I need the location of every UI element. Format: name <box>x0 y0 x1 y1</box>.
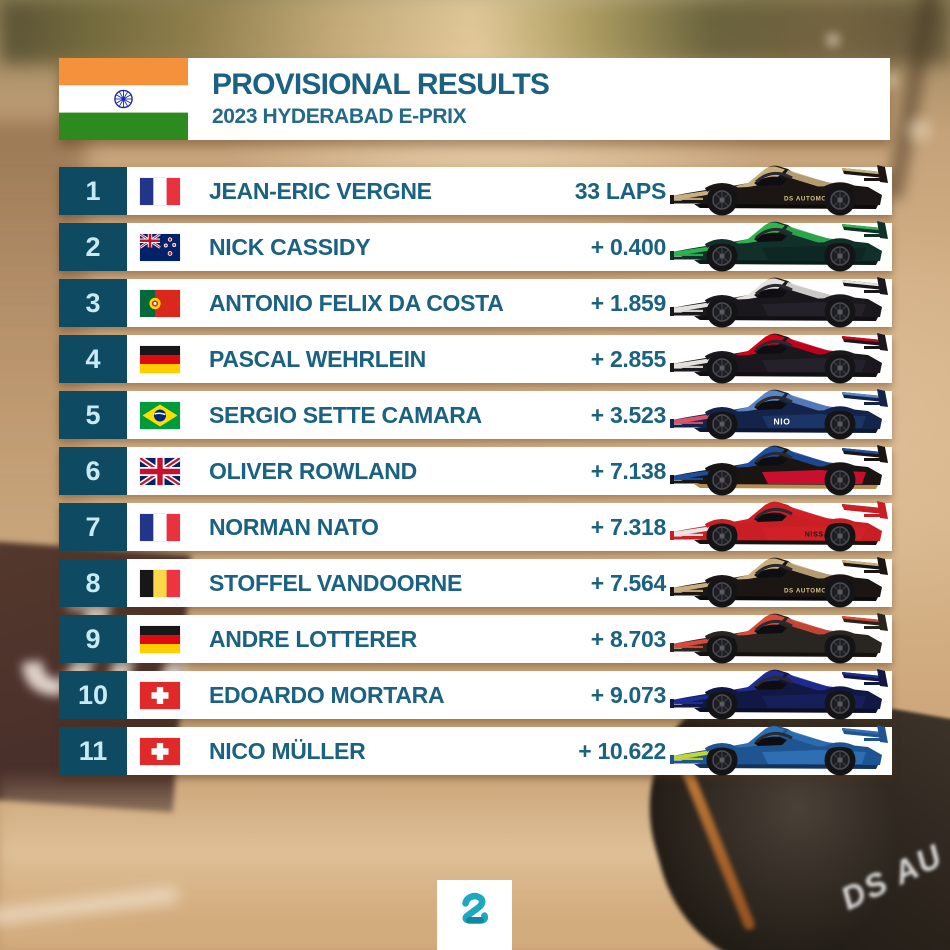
position-number: 7 <box>59 503 127 551</box>
svg-text:NISSAN: NISSAN <box>805 530 836 539</box>
position-number: 9 <box>59 615 127 663</box>
result-row: 2 NICK CASSIDY + 0.400 <box>59 221 892 272</box>
result-row: 3 ANTONIO FELIX DA COSTA + 1.859 <box>59 277 892 328</box>
driver-name: NORMAN NATO <box>209 513 379 540</box>
driver-name: SERGIO SETTE CAMARA <box>209 401 482 428</box>
portugal-flag-icon <box>140 289 180 317</box>
gap-time: + 1.859 <box>590 289 667 316</box>
position-number: 3 <box>59 279 127 327</box>
results-list: 1 JEAN-ERIC VERGNE 33 LAPS DS AUTOMOBILES 2 N… <box>59 165 892 783</box>
switzerland-flag-icon <box>140 737 180 765</box>
position-number: 6 <box>59 447 127 495</box>
driver-name: OLIVER ROWLAND <box>209 457 417 484</box>
gap-time: + 7.318 <box>590 513 667 540</box>
driver-name: ANTONIO FELIX DA COSTA <box>209 289 504 316</box>
formula-e-logo-icon <box>456 892 494 926</box>
race-car-illustration <box>670 439 890 497</box>
result-row: 8 STOFFEL VANDOORNE + 7.564 DS AUTOMOBILES <box>59 557 892 608</box>
result-bar: NICO MÜLLER + 10.622 <box>127 725 892 776</box>
position-number: 2 <box>59 223 127 271</box>
gap-time: + 9.073 <box>590 681 667 708</box>
result-bar: PASCAL WEHRLEIN + 2.855 <box>127 333 892 384</box>
result-row: 11 NICO MÜLLER + 10.622 <box>59 725 892 776</box>
race-car-illustration: NIO <box>670 383 890 441</box>
svg-text:DS AUTOMOBILES: DS AUTOMOBILES <box>784 196 848 203</box>
svg-text:NIO: NIO <box>774 417 791 427</box>
gap-time: + 7.138 <box>590 457 667 484</box>
page-title: PROVISIONAL RESULTS <box>212 68 550 102</box>
race-car-illustration: DS AUTOMOBILES <box>670 159 890 217</box>
gap-time: 33 LAPS <box>574 177 667 204</box>
race-car-illustration <box>670 663 890 721</box>
result-bar: SERGIO SETTE CAMARA + 3.523 NIO <box>127 389 892 440</box>
position-number: 1 <box>59 167 127 215</box>
driver-name: EDOARDO MORTARA <box>209 681 445 708</box>
driver-name: STOFFEL VANDOORNE <box>209 569 463 596</box>
position-number: 10 <box>59 671 127 719</box>
result-bar: ANDRE LOTTERER + 8.703 <box>127 613 892 664</box>
great-britain-flag-icon <box>138 455 182 487</box>
result-row: 5 SERGIO SETTE CAMARA + 3.523 NIO <box>59 389 892 440</box>
result-bar: ANTONIO FELIX DA COSTA + 1.859 <box>127 277 892 328</box>
result-bar: NICK CASSIDY + 0.400 <box>127 221 892 272</box>
gap-time: + 7.564 <box>590 569 667 596</box>
germany-flag-icon <box>140 345 180 373</box>
race-car-illustration: DS AUTOMOBILES <box>670 551 890 609</box>
result-row: 6 OLIVER ROWLAND + 7.138 <box>59 445 892 496</box>
race-car-illustration: NISSAN <box>670 495 890 553</box>
result-bar: OLIVER ROWLAND + 7.138 <box>127 445 892 496</box>
india-flag-icon <box>59 58 188 140</box>
france-flag-icon <box>140 177 180 205</box>
gap-time: + 8.703 <box>590 625 667 652</box>
brazil-flag-icon <box>140 401 180 429</box>
germany-flag-icon <box>140 625 180 653</box>
gap-time: + 10.622 <box>578 737 666 764</box>
result-row: 4 PASCAL WEHRLEIN + 2.855 <box>59 333 892 384</box>
position-number: 4 <box>59 335 127 383</box>
france-flag-icon <box>140 513 180 541</box>
gap-time: + 0.400 <box>590 233 667 260</box>
belgium-flag-icon <box>140 569 180 597</box>
svg-text:DS AUTOMOBILES: DS AUTOMOBILES <box>784 588 848 595</box>
race-car-illustration <box>670 607 890 665</box>
race-car-illustration <box>670 215 890 273</box>
switzerland-flag-icon <box>140 681 180 709</box>
driver-name: PASCAL WEHRLEIN <box>209 345 426 372</box>
driver-name: ANDRE LOTTERER <box>209 625 417 652</box>
footer-logo-box <box>437 880 512 950</box>
driver-name: NICK CASSIDY <box>209 233 371 260</box>
result-row: 1 JEAN-ERIC VERGNE 33 LAPS DS AUTOMOBILES <box>59 165 892 216</box>
result-row: 10 EDOARDO MORTARA + 9.073 <box>59 669 892 720</box>
new-zealand-flag-icon <box>139 232 180 261</box>
result-row: 7 NORMAN NATO + 7.318 NISSAN <box>59 501 892 552</box>
event-subtitle: 2023 HYDERABAD E-PRIX <box>212 104 467 128</box>
gap-time: + 3.523 <box>590 401 667 428</box>
race-car-illustration <box>670 327 890 385</box>
driver-name: NICO MÜLLER <box>209 737 366 764</box>
result-bar: NORMAN NATO + 7.318 NISSAN <box>127 501 892 552</box>
position-number: 5 <box>59 391 127 439</box>
result-bar: STOFFEL VANDOORNE + 7.564 DS AUTOMOBILES <box>127 557 892 608</box>
position-number: 11 <box>59 727 127 775</box>
header-text: PROVISIONAL RESULTS 2023 HYDERABAD E-PRI… <box>188 58 550 140</box>
result-bar: EDOARDO MORTARA + 9.073 <box>127 669 892 720</box>
gap-time: + 2.855 <box>590 345 667 372</box>
race-car-illustration <box>670 719 890 777</box>
race-car-illustration <box>670 271 890 329</box>
header-banner: PROVISIONAL RESULTS 2023 HYDERABAD E-PRI… <box>59 58 890 140</box>
result-row: 9 ANDRE LOTTERER + 8.703 <box>59 613 892 664</box>
result-bar: JEAN-ERIC VERGNE 33 LAPS DS AUTOMOBILES <box>127 165 892 216</box>
driver-name: JEAN-ERIC VERGNE <box>209 177 432 204</box>
position-number: 8 <box>59 559 127 607</box>
